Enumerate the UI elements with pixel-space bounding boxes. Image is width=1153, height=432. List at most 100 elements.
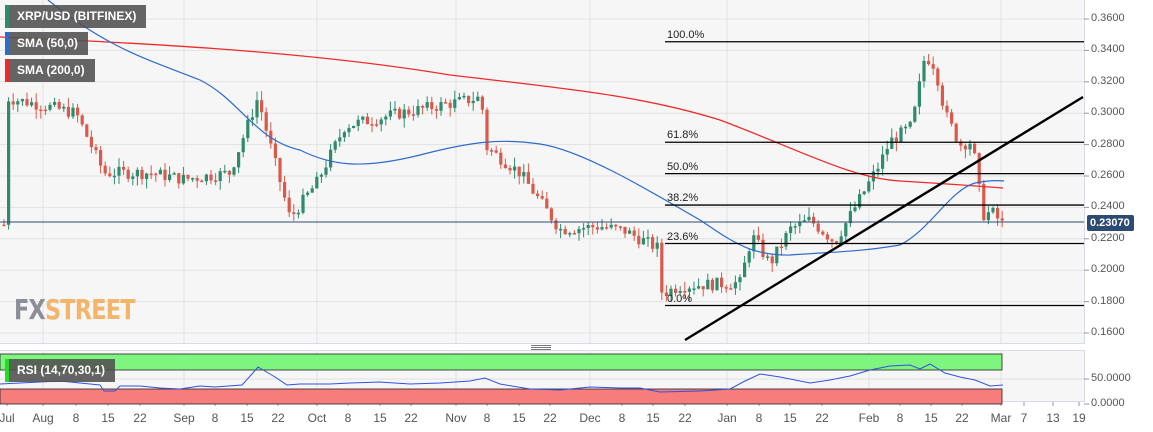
candle-body — [609, 224, 613, 228]
candle-body — [936, 68, 940, 86]
candle-body — [770, 256, 774, 264]
candle-body — [352, 125, 356, 128]
candle-body — [669, 288, 673, 296]
candle-body — [793, 226, 797, 228]
time-tick-label: 8 — [483, 411, 491, 425]
candle-body — [830, 239, 834, 242]
rsi-line — [0, 363, 1004, 393]
candle-body — [724, 287, 728, 289]
time-tick-label: 7 — [1020, 411, 1028, 425]
candle-body — [710, 279, 714, 291]
candle-body — [467, 95, 471, 104]
candle-body — [871, 171, 875, 182]
candle-body — [628, 230, 632, 234]
candle-body — [1000, 218, 1004, 221]
candle-body — [522, 172, 526, 177]
candle-body — [490, 150, 494, 152]
time-tick-label: 15 — [373, 411, 387, 425]
candle-body — [112, 175, 116, 178]
candle-body — [945, 105, 949, 113]
symbol-legend[interactable]: XRP/USD (BITFINEX) — [5, 5, 147, 28]
rsi-legend[interactable]: RSI (14,70,30,1) — [5, 359, 116, 382]
candle-body — [25, 99, 29, 106]
symbol-color-swatch — [5, 5, 9, 28]
candle-body — [577, 228, 581, 234]
candle-body — [982, 184, 986, 221]
time-tick-label: Feb — [858, 411, 880, 425]
price-chart-panel[interactable] — [0, 0, 1085, 344]
candle-body — [306, 192, 310, 195]
time-tick-label: Nov — [445, 411, 467, 425]
candle-body — [223, 170, 227, 173]
price-tick-label: 0.2000 — [1091, 263, 1125, 276]
candle-body — [108, 173, 112, 177]
sma200-legend[interactable]: SMA (200,0) — [5, 59, 95, 82]
price-tick-label: 0.2800 — [1091, 137, 1125, 150]
fxstreet-logo: FXSTREET — [14, 293, 136, 326]
candle-body — [559, 228, 563, 231]
price-tick-label: 0.2400 — [1091, 200, 1125, 213]
rsi-color-swatch — [5, 359, 9, 382]
time-tick-label: Oct — [307, 411, 327, 425]
candle-body — [135, 169, 139, 177]
rsi-overbought-zone — [0, 353, 1003, 371]
candle-body — [844, 223, 848, 237]
candle-body — [526, 172, 530, 184]
candle-body — [595, 227, 599, 230]
time-tick-label: 8 — [72, 411, 80, 425]
candle-body — [462, 95, 466, 98]
time-tick-label: 8 — [896, 411, 904, 425]
candle-body — [131, 176, 135, 179]
candle-body — [430, 102, 434, 110]
price-tick-label: 0.1800 — [1091, 294, 1125, 307]
fibonacci-level-label: 23.6% — [667, 230, 699, 243]
candle-body — [821, 231, 825, 235]
candle-body — [991, 207, 995, 213]
candle-body — [582, 228, 586, 230]
sma50-line — [47, 0, 1005, 256]
candle-body — [384, 116, 388, 120]
candle-body — [881, 154, 885, 169]
price-tick-label: 0.1600 — [1091, 326, 1125, 338]
candle-body — [876, 168, 880, 172]
candle-body — [572, 233, 576, 235]
candle-body — [273, 143, 277, 159]
candle-body — [57, 102, 61, 109]
candle-body — [186, 174, 190, 179]
candle-body — [379, 119, 383, 125]
candle-body — [563, 228, 567, 235]
time-tick-label: 22 — [271, 411, 285, 425]
candle-body — [296, 212, 300, 215]
sma50-legend[interactable]: SMA (50,0) — [5, 32, 88, 55]
panel-resize-handle[interactable] — [531, 345, 551, 351]
candle-body — [766, 256, 770, 258]
sma200-label: SMA (200,0) — [17, 63, 85, 77]
candle-body — [540, 196, 544, 199]
price-tick-label: 0.3600 — [1091, 12, 1125, 24]
candle-body — [16, 101, 20, 105]
candle-body — [894, 137, 898, 142]
candle-body — [158, 169, 162, 175]
current-price-badge: 0.23070 — [1087, 215, 1134, 231]
fibonacci-level-label: 0.0% — [667, 292, 693, 305]
candle-body — [34, 102, 38, 110]
rsi-tick-label: 50.0000 — [1091, 372, 1131, 384]
price-tick-label: 0.3200 — [1091, 74, 1125, 87]
candle-body — [260, 100, 264, 113]
candle-body — [53, 102, 57, 105]
candle-body — [761, 239, 765, 258]
candle-body — [310, 188, 314, 193]
candle-body — [664, 292, 668, 296]
candle-body — [338, 137, 342, 142]
candle-body — [20, 99, 24, 102]
candle-body — [218, 171, 222, 181]
candle-body — [494, 150, 498, 153]
time-tick-label: 15 — [646, 411, 660, 425]
candle-body — [885, 148, 889, 155]
fibonacci-level-label: 38.2% — [667, 192, 699, 205]
candle-body — [214, 180, 218, 182]
candle-body — [632, 230, 636, 236]
candle-body — [950, 112, 954, 124]
candle-body — [292, 212, 296, 215]
